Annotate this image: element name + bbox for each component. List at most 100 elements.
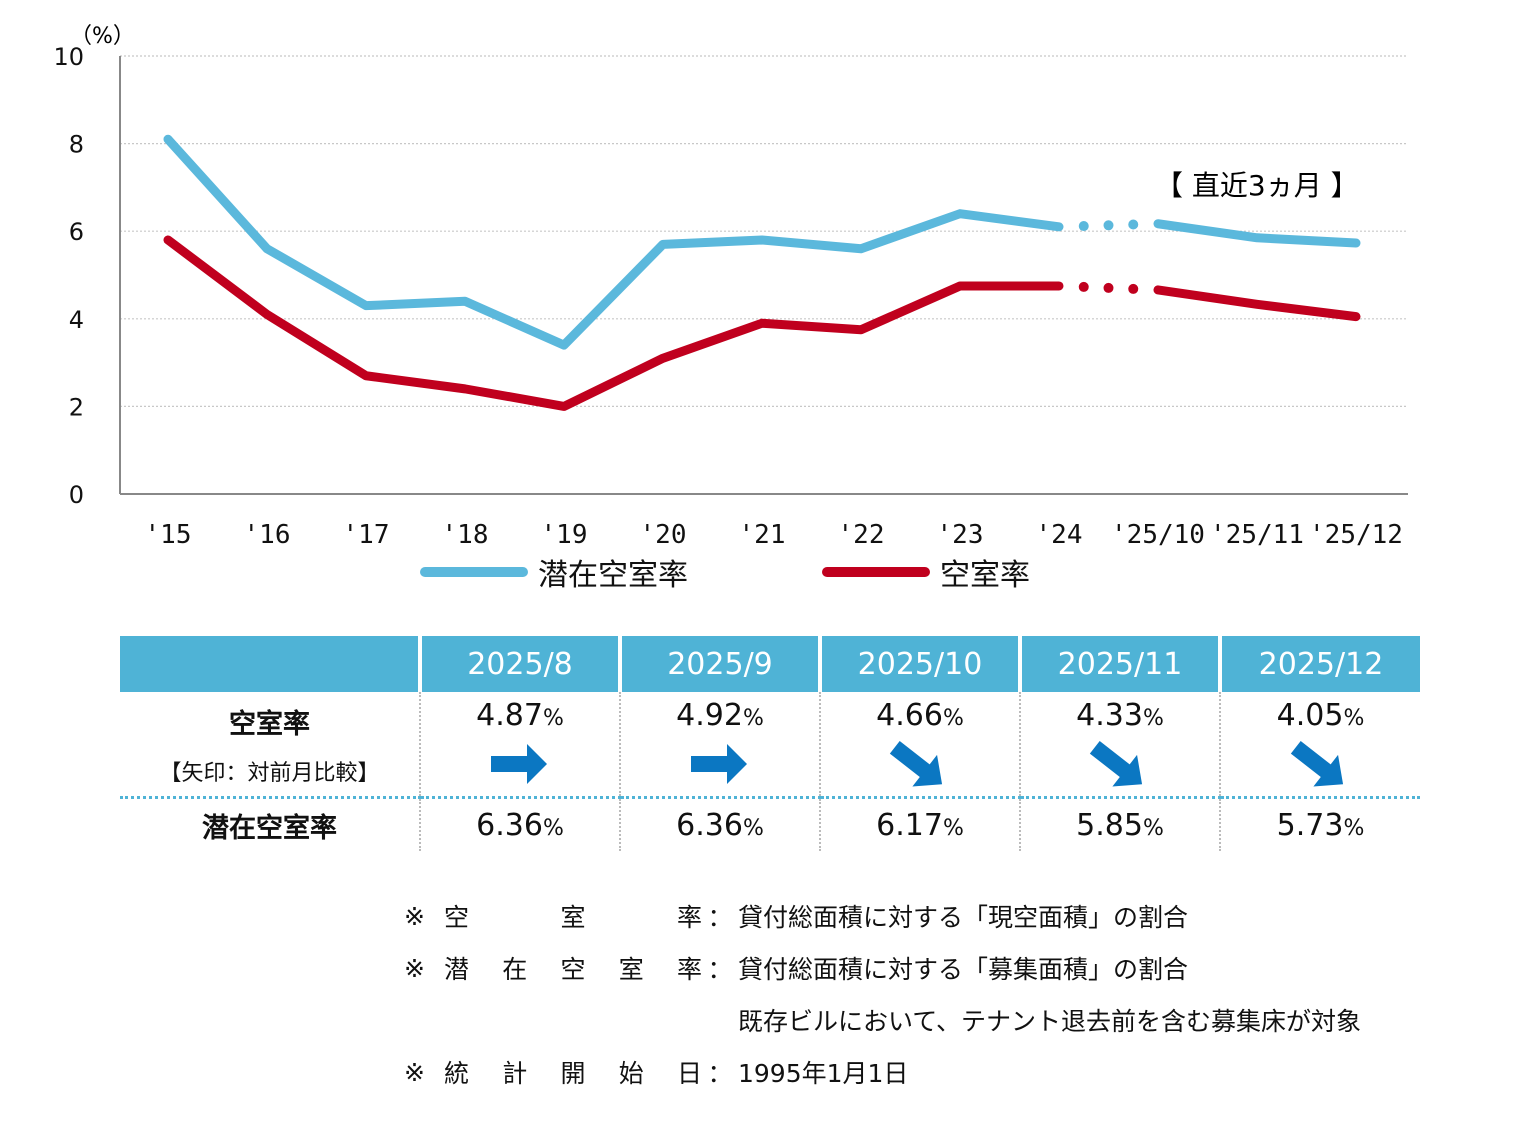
vacancy-cell: 4.92% [619,692,820,799]
potential-value: 5.73 [1276,807,1344,843]
note-key-potential: 潜 在 空 室 率 [444,950,702,986]
down-right-arrow-icon [889,740,943,787]
series-connector-dot [1078,281,1089,292]
x-tick-label: '25/11 [1210,520,1304,550]
down-right-arrow-icon [1089,740,1143,787]
monthly-rate-table: 2025/8 2025/9 2025/10 2025/11 2025/12 空室… [120,636,1420,851]
x-tick-label: '19 [541,520,588,550]
y-axis-ticks: 0 2 4 6 8 10 [53,43,84,509]
potential-cell: 6.36% [619,797,820,851]
note-text-start: 1995年1月1日 [738,1059,909,1088]
note-potential: ※ 潜 在 空 室 率 ： 貸付総面積に対する「募集面積」の割合 [404,942,1361,994]
legend-label-vacancy: 空室率 [940,558,1030,593]
legend-potential: 潜在空室率 [420,550,688,594]
series-connector-dot [1103,282,1114,293]
legend-label-potential: 潜在空室率 [538,558,688,593]
chart-series [163,134,1361,411]
series-connector-dot [1128,219,1139,230]
note-key-char: 室 [560,903,586,932]
note-key-char: 率 [676,903,702,932]
x-tick-label: '24 [1036,520,1083,550]
note-vacancy: ※ 空 室 率 ： 貸付総面積に対する「現空面積」の割合 [404,890,1361,942]
note-mark: ※ [404,1057,425,1087]
series-line-recent [1153,219,1361,248]
table-header-blank [120,636,420,692]
x-tick-label: '23 [937,520,984,550]
potential-value: 6.36 [476,807,543,843]
x-tick-label: '25/12 [1309,520,1403,550]
potential-value: 6.36 [676,807,743,843]
table-row-vacancy: 空室率 【矢印：対前月比較】 4.87% 4.92% 4.66% [120,692,1420,799]
note-key-start: 統 計 開 始 日 [444,1054,702,1090]
note-key-char: 室 [618,955,644,984]
note-text-potential: 貸付総面積に対する「募集面積」の割合 [738,955,1189,984]
x-tick-label: '21 [739,520,786,550]
legend-swatch-vacancy [822,567,930,577]
series-connector-dot [1128,283,1139,294]
percent-sign: % [742,815,764,841]
x-tick-label: '17 [343,520,390,550]
vacancy-cell: 4.05% [1219,692,1420,799]
potential-cell: 5.73% [1219,797,1420,851]
potential-cell: 5.85% [1019,797,1220,851]
note-start-date: ※ 統 計 開 始 日 ： 1995年1月1日 [404,1046,1361,1098]
y-tick-label: 4 [69,306,84,334]
line-chart: 0 2 4 6 8 10 '15 '16 '17 '18 '19 '20 '21 '22 '23 '24 '2… [53,24,1408,550]
table-header-month: 2025/9 [618,636,820,692]
vacancy-value: 4.66 [876,698,943,733]
note-key-char: 空 [444,903,470,932]
series-line-recent [1153,285,1361,322]
potential-cell: 6.36% [419,797,620,851]
note-key-char: 空 [560,955,586,984]
percent-sign: % [1343,706,1365,731]
series-vacancy [163,235,1361,411]
y-axis-unit-label: （%） [70,24,135,49]
legend-vacancy: 空室率 [822,550,1030,594]
row-subtitle-arrow-note: 【矢印：対前月比較】 [159,761,380,786]
note-mark: ※ [404,953,425,983]
right-arrow-icon [691,744,747,784]
x-tick-label: '22 [838,520,885,550]
chart-axes [119,56,1408,495]
x-tick-label: '15 [145,520,192,550]
note-key-char: 日 [676,1059,702,1088]
note-colon: ： [707,903,733,932]
note-potential-continued: 既存ビルにおいて、テナント退去前を含む募集床が対象 [404,994,1361,1046]
vacancy-cell: 4.66% [819,692,1020,799]
series-potential [163,134,1361,350]
definition-notes: ※ 空 室 率 ： 貸付総面積に対する「現空面積」の割合 ※ 潜 在 空 室 率… [404,890,1361,1098]
potential-value: 6.17 [876,807,943,843]
down-right-arrow-icon [1290,740,1343,787]
note-colon: ： [707,955,733,984]
percent-sign: % [942,815,964,841]
vacancy-cell: 4.87% [419,692,620,799]
note-key-char: 開 [560,1059,586,1088]
legend-swatch-potential [420,567,528,577]
vacancy-value: 4.87 [476,698,543,733]
percent-sign: % [542,706,564,731]
vacancy-cell: 4.33% [1019,692,1220,799]
note-mark: ※ [404,901,425,931]
series-line-history [163,235,1064,411]
table-row-potential: 潜在空室率 6.36% 6.36% 6.17% 5.85% 5.73% [120,797,1420,852]
vacancy-value: 4.92 [676,698,743,733]
note-key-char: 統 [444,1059,470,1088]
y-tick-label: 6 [69,218,84,246]
x-tick-label: '20 [640,520,687,550]
percent-sign: % [542,815,564,841]
percent-sign: % [942,706,964,731]
series-line-history [163,134,1064,350]
percent-sign: % [1343,815,1365,841]
note-colon: ： [707,1059,733,1088]
row-header-potential: 潜在空室率 [120,798,420,852]
y-tick-label: 2 [69,393,84,421]
right-arrow-icon [491,744,547,784]
vacancy-value: 4.05 [1276,698,1344,733]
table-header-month: 2025/10 [818,636,1020,692]
series-connector-dot [1103,220,1114,231]
row-title-vacancy: 空室率 [229,709,310,740]
note-key-char: 計 [502,1059,528,1088]
note-text-vacancy: 貸付総面積に対する「現空面積」の割合 [738,903,1189,932]
table-header-month: 2025/12 [1218,636,1420,692]
note-text-potential-2: 既存ビルにおいて、テナント退去前を含む募集床が対象 [738,1007,1362,1036]
